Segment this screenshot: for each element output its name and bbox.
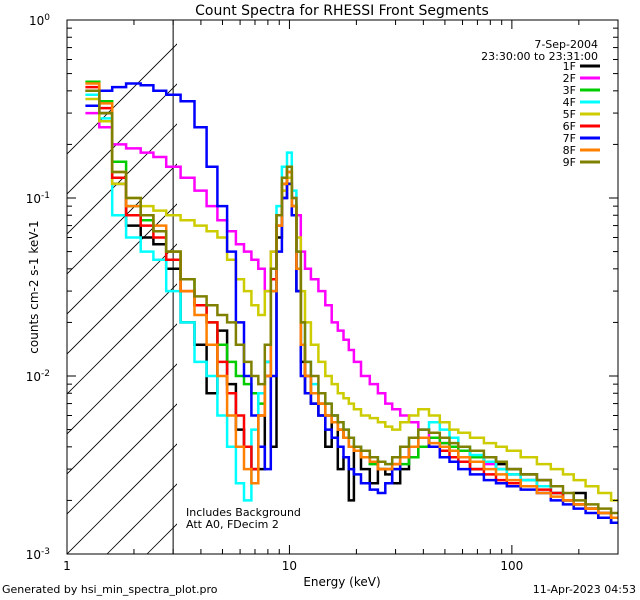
time-range-label: 23:30:00 to 23:31:00 bbox=[481, 50, 598, 63]
legend-label-5F: 5F bbox=[563, 108, 576, 121]
y-tick-label: 10-1 bbox=[26, 191, 50, 206]
hatch-line bbox=[67, 83, 177, 195]
series-6F bbox=[85, 85, 618, 519]
x-axis-label: Energy (keV) bbox=[303, 575, 380, 589]
date-label: 7-Sep-2004 bbox=[534, 38, 598, 51]
legend-label-3F: 3F bbox=[563, 84, 576, 97]
annotation-background: Includes Background bbox=[186, 506, 301, 519]
axis-ticks bbox=[66, 19, 619, 555]
hatch-line bbox=[67, 443, 177, 554]
x-tick-labels: 1 10 100 bbox=[63, 559, 523, 573]
hatch-line bbox=[547, 0, 640, 554]
hatch-line bbox=[387, 0, 640, 554]
legend-label-4F: 4F bbox=[563, 96, 576, 109]
hatched-region bbox=[67, 0, 640, 554]
chart-title: Count Spectra for RHESSI Front Segments bbox=[195, 3, 489, 19]
hatch-line bbox=[467, 0, 640, 554]
y-tick-label: 10-2 bbox=[26, 369, 50, 384]
y-axis-label: counts cm-2 s-1 keV-1 bbox=[27, 220, 41, 353]
footer-timestamp: 11-Apr-2023 04:53 bbox=[532, 583, 636, 596]
x-tick-label: 1 bbox=[63, 559, 71, 573]
hatch-line bbox=[67, 43, 177, 155]
legend-label-2F: 2F bbox=[563, 72, 576, 85]
legend-label-1F: 1F bbox=[563, 60, 576, 73]
hatch-line bbox=[67, 403, 177, 515]
hatch-line bbox=[67, 203, 177, 315]
legend-label-6F: 6F bbox=[563, 120, 576, 133]
hatch-line bbox=[67, 243, 177, 355]
series-9F bbox=[85, 89, 618, 515]
hatch-line bbox=[67, 123, 177, 235]
plot-frame bbox=[66, 19, 619, 555]
legend-label-7F: 7F bbox=[563, 132, 576, 145]
hatch-line bbox=[227, 0, 640, 554]
series-group bbox=[85, 80, 618, 524]
series-8F bbox=[85, 82, 618, 519]
annotation-attenuator: Att A0, FDecim 2 bbox=[186, 518, 279, 531]
y-tick-label: 100 bbox=[29, 13, 50, 28]
series-3F bbox=[85, 80, 618, 519]
y-tick-labels: 10-3 10-2 10-1 100 bbox=[26, 13, 51, 562]
hatch-line bbox=[627, 0, 640, 554]
series-7F bbox=[85, 82, 618, 524]
hatch-line bbox=[67, 363, 177, 475]
hatch-line bbox=[587, 0, 640, 554]
x-tick-label: 100 bbox=[500, 559, 523, 573]
footer-generated-by: Generated by hsi_min_spectra_plot.pro bbox=[2, 583, 218, 596]
x-tick-label: 10 bbox=[282, 559, 297, 573]
hatch-line bbox=[267, 0, 640, 554]
hatch-line bbox=[427, 0, 640, 554]
series-5F bbox=[85, 97, 618, 502]
hatch-line bbox=[67, 323, 177, 435]
legend-label-8F: 8F bbox=[563, 144, 576, 157]
hatch-line bbox=[106, 483, 177, 554]
y-tick-label: 10-3 bbox=[26, 547, 50, 562]
hatch-line bbox=[307, 0, 640, 554]
legend-label-9F: 9F bbox=[563, 156, 576, 169]
